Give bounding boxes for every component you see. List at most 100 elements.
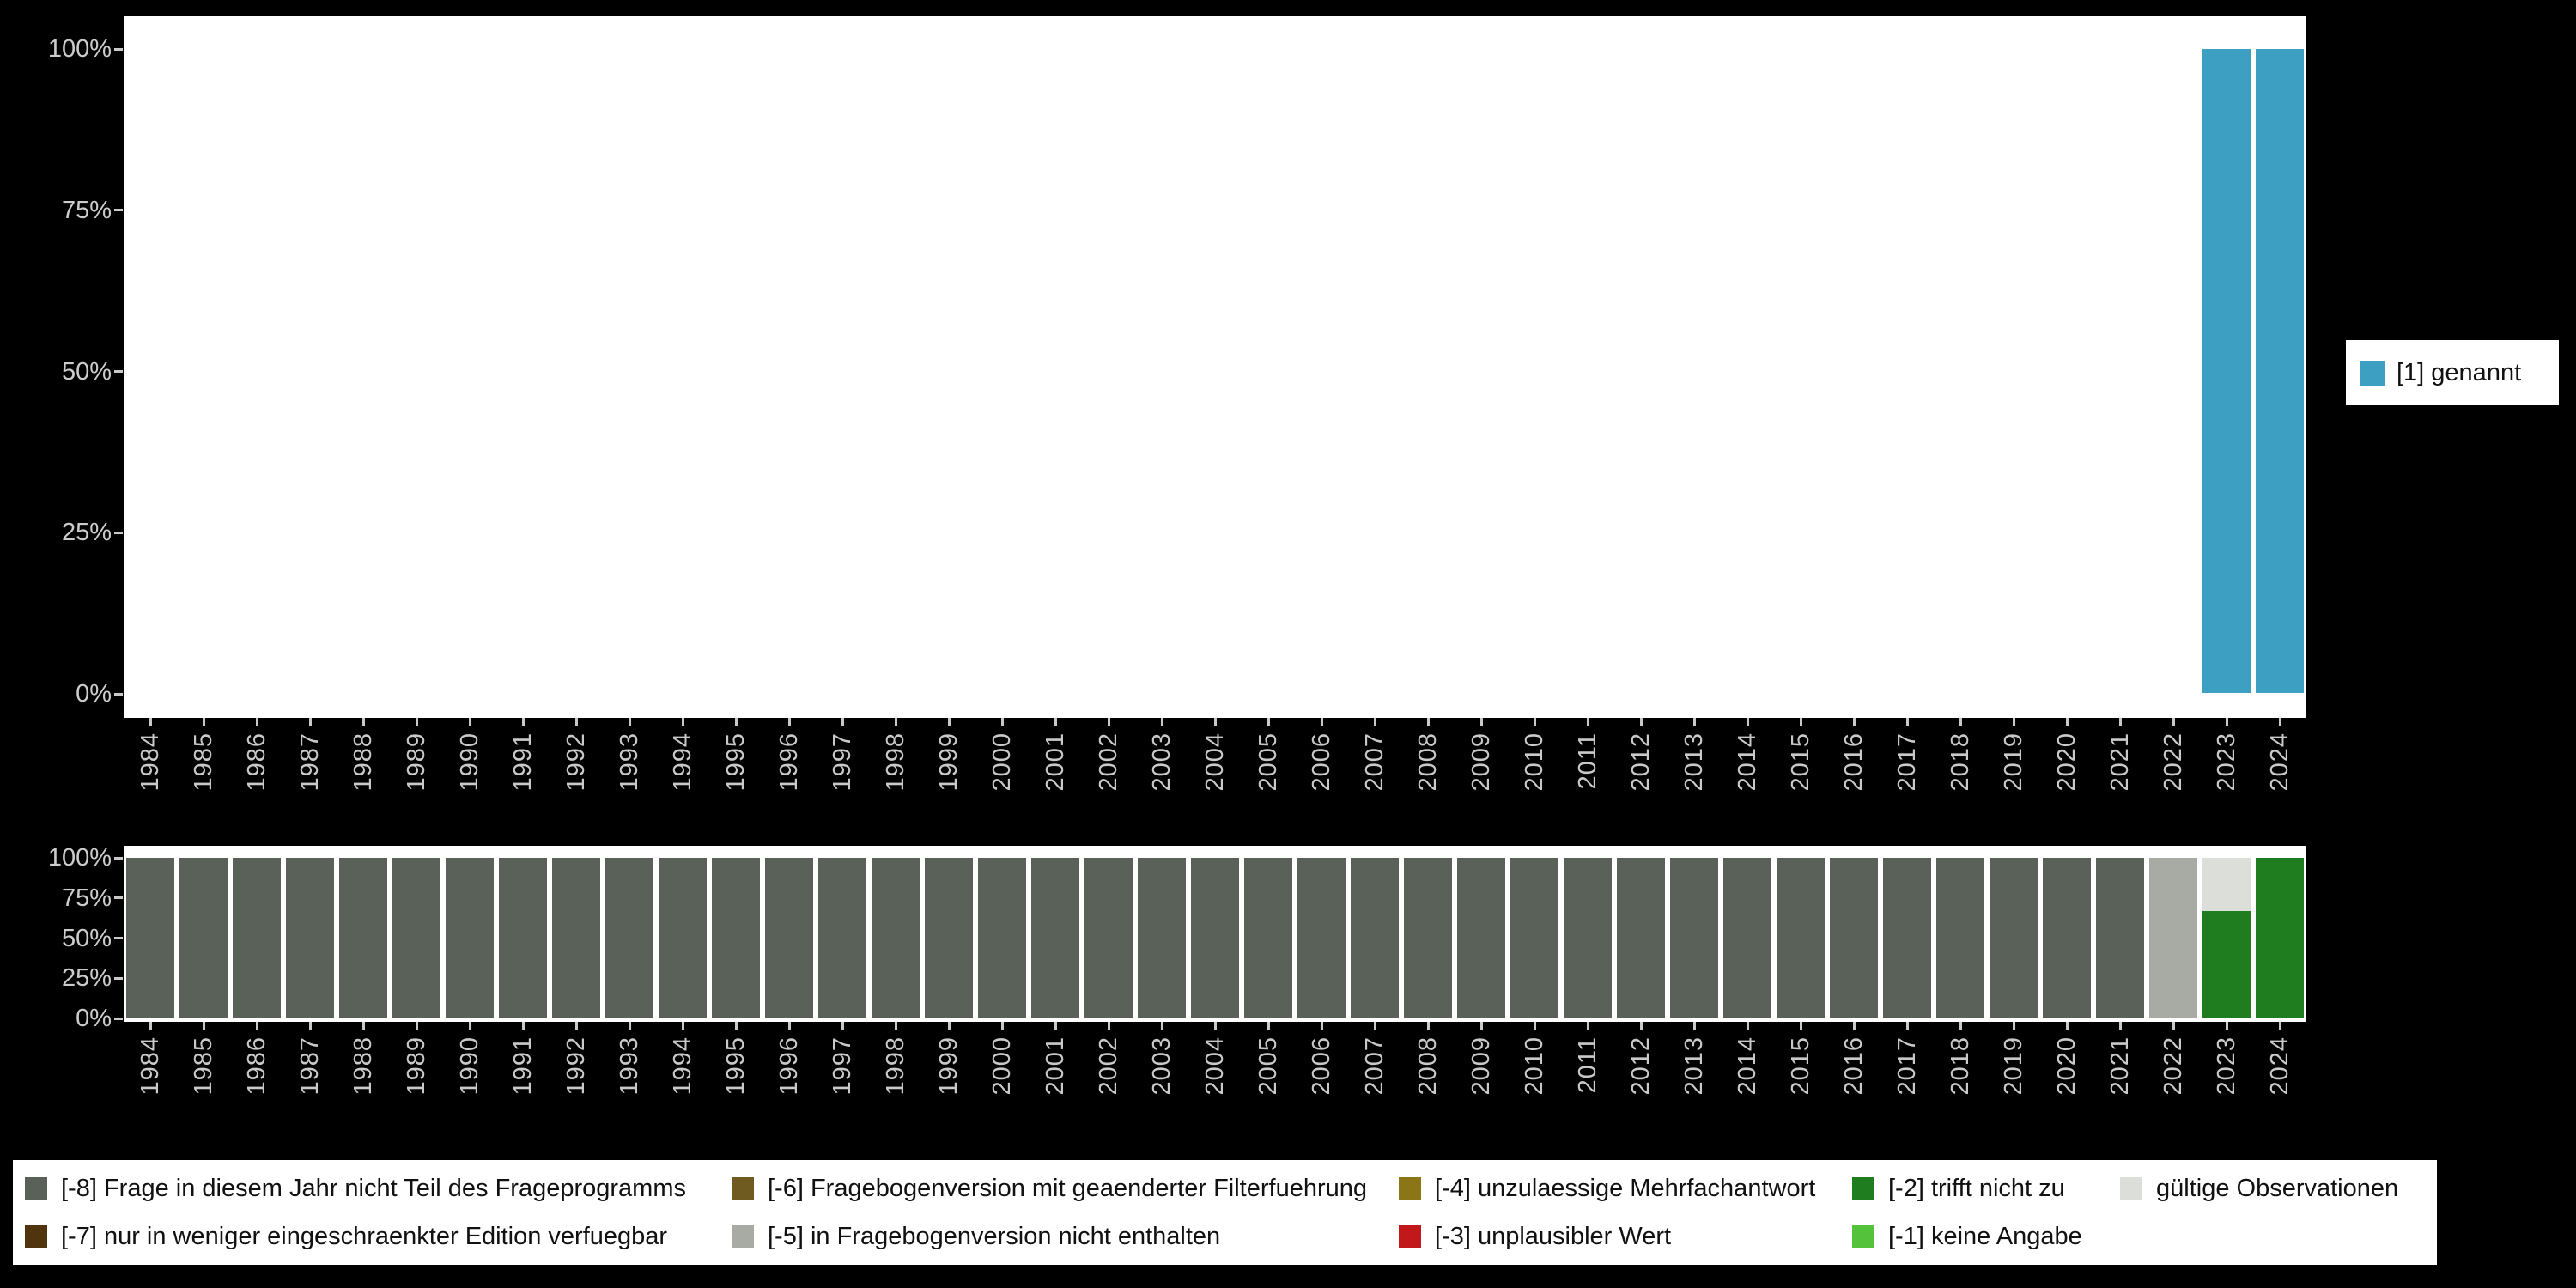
legend-label--5: [-5] in Fragebogenversion nicht enthalte… bbox=[768, 1222, 1221, 1250]
year-label: 2012 bbox=[1626, 732, 1655, 792]
bar-slot-2000 bbox=[975, 858, 1029, 1018]
x-label-2017: 2017 bbox=[1880, 1022, 1934, 1159]
bar-slot-2017 bbox=[1880, 858, 1934, 1018]
x-label-1986: 1986 bbox=[230, 1022, 283, 1159]
year-label: 1996 bbox=[775, 1036, 803, 1096]
year-label: 2023 bbox=[2212, 732, 2240, 792]
year-label: 2020 bbox=[2052, 732, 2081, 792]
bar-1987-cat-8 bbox=[286, 858, 334, 1018]
year-label: 1989 bbox=[402, 1036, 430, 1096]
x-axis-tick bbox=[947, 718, 951, 726]
valid-answers-plot-area bbox=[124, 49, 2306, 693]
bar-slot-2024 bbox=[2253, 858, 2306, 1018]
year-label: 2017 bbox=[1893, 1036, 1921, 1096]
year-label: 2002 bbox=[1094, 1036, 1122, 1096]
year-label: 2004 bbox=[1200, 732, 1229, 792]
x-axis-tick bbox=[1533, 718, 1536, 726]
x-label-2007: 2007 bbox=[1348, 1022, 1401, 1159]
x-axis-tick bbox=[308, 718, 312, 726]
legend-swatch--6 bbox=[732, 1177, 754, 1200]
year-label: 2005 bbox=[1254, 732, 1282, 792]
year-label: 2000 bbox=[987, 732, 1016, 792]
x-axis-tick bbox=[2118, 718, 2122, 726]
x-label-2023: 2023 bbox=[2200, 1022, 2253, 1159]
x-label-2021: 2021 bbox=[2093, 1022, 2147, 1159]
bar-2017-cat-8 bbox=[1883, 858, 1931, 1018]
year-label: 2001 bbox=[1041, 1036, 1069, 1096]
x-axis-tick bbox=[1320, 718, 1323, 726]
x-axis-tick bbox=[894, 1022, 897, 1030]
bar-2002-cat-8 bbox=[1084, 858, 1133, 1018]
y-axis-tick bbox=[114, 1017, 123, 1020]
x-axis-tick bbox=[521, 718, 525, 726]
year-label: 2022 bbox=[2159, 1036, 2187, 1096]
year-label: 2011 bbox=[1573, 1036, 1601, 1094]
top-y-axis-ticks bbox=[114, 47, 123, 696]
bar-slot-2012 bbox=[1614, 49, 1668, 693]
x-label-2014: 2014 bbox=[1721, 718, 1774, 855]
x-label-1999: 1999 bbox=[922, 718, 975, 855]
year-label: 1988 bbox=[349, 732, 377, 792]
legend-label--3: [-3] unplausibler Wert bbox=[1435, 1222, 1672, 1250]
x-axis-tick bbox=[628, 718, 631, 726]
x-label-2000: 2000 bbox=[975, 1022, 1029, 1159]
x-axis-tick bbox=[574, 1022, 578, 1030]
bar-slot-2022 bbox=[2147, 49, 2200, 693]
bar-1992-cat-8 bbox=[552, 858, 600, 1018]
legend-item--8: [-8] Frage in diesem Jahr nicht Teil des… bbox=[25, 1175, 732, 1203]
bottom-y-axis: 100% 75% 50% 25% 0% bbox=[0, 845, 112, 1031]
bar-1996-cat-8 bbox=[765, 858, 813, 1018]
year-label: 2017 bbox=[1893, 732, 1921, 792]
x-axis-tick bbox=[1160, 1022, 1163, 1030]
bar-1990-cat-8 bbox=[446, 858, 494, 1018]
legend-swatch-valid bbox=[2120, 1177, 2142, 1200]
x-axis-tick bbox=[308, 1022, 312, 1030]
year-label: 2010 bbox=[1520, 1036, 1548, 1096]
bar-slot-1986 bbox=[230, 858, 283, 1018]
x-axis-tick bbox=[255, 1022, 258, 1030]
bar-slot-1994 bbox=[656, 49, 709, 693]
bar-2021-cat-8 bbox=[2096, 858, 2144, 1018]
x-label-2001: 2001 bbox=[1029, 718, 1082, 855]
x-label-1995: 1995 bbox=[709, 718, 762, 855]
year-label: 1991 bbox=[508, 1036, 537, 1096]
bar-1998-cat-8 bbox=[872, 858, 920, 1018]
y-axis-tick bbox=[114, 47, 123, 51]
x-axis-tick bbox=[1639, 1022, 1643, 1030]
bar-2003-cat-8 bbox=[1138, 858, 1186, 1018]
year-label: 2006 bbox=[1307, 1036, 1335, 1096]
x-label-1992: 1992 bbox=[550, 718, 603, 855]
bar-2023-cat-2 bbox=[2202, 910, 2251, 1018]
x-label-2017: 2017 bbox=[1880, 718, 1934, 855]
x-label-2013: 2013 bbox=[1668, 1022, 1721, 1159]
x-label-2003: 2003 bbox=[1135, 1022, 1188, 1159]
bar-slot-2021 bbox=[2093, 49, 2147, 693]
x-label-1986: 1986 bbox=[230, 718, 283, 855]
y-label-25%: 25% bbox=[61, 519, 112, 547]
bar-slot-1985 bbox=[177, 858, 230, 1018]
x-label-1988: 1988 bbox=[337, 1022, 390, 1159]
bar-slot-2001 bbox=[1029, 858, 1082, 1018]
x-axis-tick bbox=[1000, 718, 1004, 726]
year-label: 2021 bbox=[2105, 1036, 2134, 1096]
y-label-0%: 0% bbox=[76, 680, 112, 708]
x-axis-tick bbox=[681, 1022, 684, 1030]
bar-2010-cat-8 bbox=[1510, 858, 1558, 1018]
x-label-1998: 1998 bbox=[869, 718, 922, 855]
x-axis-tick bbox=[1054, 718, 1057, 726]
y-axis-tick bbox=[114, 896, 123, 900]
x-axis-tick bbox=[1479, 1022, 1483, 1030]
year-label: 2018 bbox=[1946, 1036, 1974, 1096]
x-label-2006: 2006 bbox=[1295, 1022, 1348, 1159]
x-label-1984: 1984 bbox=[124, 718, 177, 855]
year-label: 1995 bbox=[721, 732, 750, 792]
legend-item--7: [-7] nur in weniger eingeschraenkter Edi… bbox=[25, 1223, 732, 1251]
bar-2024-cat1 bbox=[2256, 49, 2304, 693]
year-label: 2001 bbox=[1041, 732, 1069, 792]
year-label: 2020 bbox=[2052, 1036, 2081, 1096]
bar-slot-2024 bbox=[2253, 49, 2306, 693]
x-label-1994: 1994 bbox=[656, 1022, 709, 1159]
y-axis-tick bbox=[114, 531, 123, 534]
x-label-1989: 1989 bbox=[390, 718, 443, 855]
bar-slot-2002 bbox=[1082, 858, 1135, 1018]
